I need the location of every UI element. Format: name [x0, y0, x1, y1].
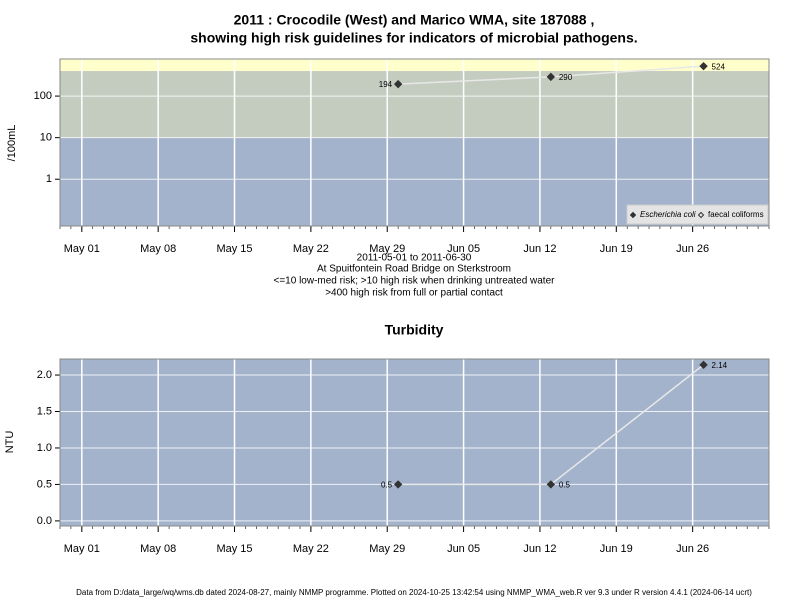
x-tick-label: May 08 [140, 543, 176, 555]
x-tick-label: May 29 [369, 543, 405, 555]
y-tick-label: 0.0 [37, 515, 52, 527]
note: >400 high risk from full or partial cont… [325, 288, 503, 299]
data-label: 0.5 [559, 481, 571, 490]
data-label: 2.14 [712, 361, 728, 370]
risk-band [60, 71, 769, 138]
data-label: 0.5 [381, 481, 393, 490]
data-point [699, 360, 708, 370]
chart-title: 2011 : Crocodile (West) and Marico WMA, … [234, 12, 595, 28]
y-tick-label: 100 [34, 90, 52, 102]
data-label: 290 [559, 73, 573, 82]
x-tick-label: May 01 [64, 543, 100, 555]
chart-subtitle: showing high risk guidelines for indicat… [190, 30, 637, 46]
legend-label: Escherichia coli [640, 210, 696, 219]
x-tick-label: May 15 [216, 543, 252, 555]
x-tick-label: Jun 05 [447, 243, 480, 255]
legend-label: faecal coliforms [708, 210, 764, 219]
y-axis-label: NTU [4, 431, 16, 454]
data-point [546, 480, 556, 489]
y-tick-label: 0.5 [37, 478, 52, 490]
x-tick-label: Jun 19 [600, 543, 633, 555]
x-tick-label: May 29 [369, 243, 405, 255]
x-tick-label: May 22 [293, 543, 329, 555]
data-point [393, 79, 403, 89]
chart-title: Turbidity [385, 322, 444, 338]
y-tick-label: 1.0 [37, 442, 52, 454]
data-point [699, 61, 708, 71]
plot-frame [59, 58, 770, 227]
x-tick-label: May 08 [140, 243, 176, 255]
plot-frame [59, 358, 770, 527]
x-tick-label: May 22 [293, 243, 329, 255]
x-tick-label: Jun 26 [676, 543, 709, 555]
x-tick-label: Jun 05 [447, 543, 480, 555]
y-tick-label: 10 [40, 132, 52, 144]
data-label: 194 [379, 80, 393, 89]
legend-marker [697, 211, 705, 219]
risk-band [60, 59, 769, 72]
data-point [393, 480, 403, 489]
footer: Data from D:/data_large/wq/wms.db dated … [76, 588, 752, 597]
x-tick-label: May 15 [216, 243, 252, 255]
note: <=10 low-med risk; >10 high risk when dr… [274, 276, 556, 287]
note: At Spuitfontein Road Bridge on Sterkstro… [317, 264, 511, 275]
data-point [546, 72, 556, 82]
x-tick-label: Jun 26 [676, 243, 709, 255]
note: 2011-05-01 to 2011-06-30 [357, 253, 472, 264]
y-tick-label: 2.0 [37, 369, 52, 381]
x-tick-label: Jun 12 [523, 243, 556, 255]
data-label: 524 [712, 62, 726, 71]
x-tick-label: Jun 12 [523, 543, 556, 555]
y-axis-label: /100mL [6, 125, 18, 162]
x-tick-label: Jun 19 [600, 243, 633, 255]
y-tick-label: 1.5 [37, 405, 52, 417]
legend-marker [629, 211, 637, 219]
y-tick-label: 1 [46, 173, 52, 185]
plot-background [60, 359, 769, 526]
legend-box [626, 204, 769, 225]
x-tick-label: May 01 [64, 243, 100, 255]
